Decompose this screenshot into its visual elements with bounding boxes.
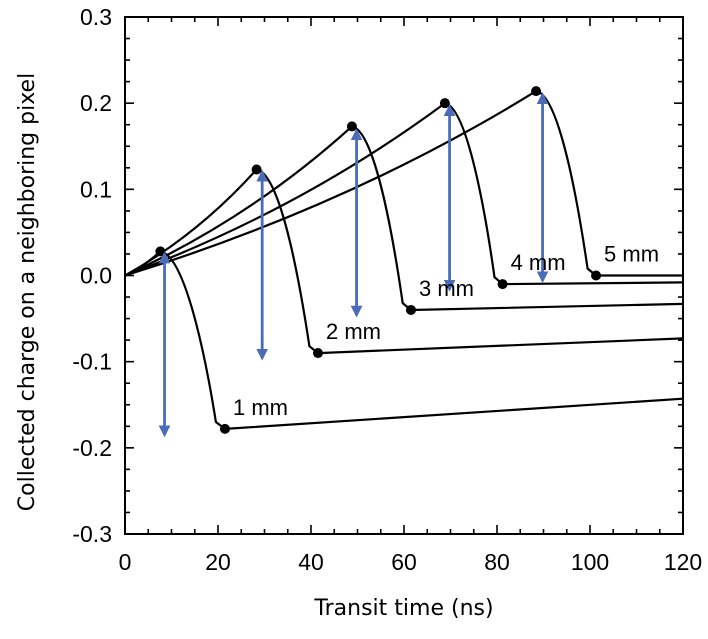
- series-curve: [124, 168, 684, 355]
- trough-point: [219, 423, 230, 434]
- x-tick-labels: 0 20 40 60 80 100 120: [119, 549, 703, 575]
- series-label: 4 mm: [511, 250, 566, 275]
- x-tick-label: 120: [664, 549, 702, 575]
- trough-point: [591, 270, 602, 281]
- axis-ticks: [124, 16, 684, 535]
- trough-point: [405, 304, 416, 315]
- series-curve: [124, 90, 683, 277]
- series-curves: [124, 90, 684, 430]
- y-tick-label: -0.2: [72, 435, 112, 461]
- x-tick-label: 60: [391, 549, 417, 575]
- series-label: 3 mm: [419, 276, 474, 301]
- x-tick-label: 100: [571, 549, 609, 575]
- x-tick-label: 80: [484, 549, 510, 575]
- x-tick-label: 40: [298, 549, 324, 575]
- y-axis-title: Collected charge on a neighboring pixel: [15, 73, 40, 511]
- series-labels: 1 mm 2 mm 3 mm 4 mm 5 mm: [233, 242, 659, 420]
- x-axis-title: Transit time (ns): [313, 596, 493, 621]
- trough-point: [497, 279, 508, 290]
- y-tick-labels: 0.3 0.2 0.1 0.0 -0.1 -0.2 -0.3: [72, 4, 112, 547]
- x-tick-label: 20: [205, 549, 231, 575]
- series-curve: [124, 102, 684, 286]
- series-arrows: [158, 92, 549, 438]
- y-tick-label: 0.3: [80, 4, 112, 30]
- y-tick-label: 0.0: [80, 263, 112, 289]
- series-label: 2 mm: [326, 319, 381, 344]
- y-tick-label: -0.1: [72, 349, 112, 375]
- peak-point: [251, 164, 262, 175]
- y-tick-label: -0.3: [72, 521, 112, 547]
- trough-point: [312, 348, 323, 359]
- y-tick-label: 0.1: [80, 176, 112, 202]
- peak-point: [531, 86, 542, 97]
- series-label: 1 mm: [233, 395, 288, 420]
- x-tick-label: 0: [119, 549, 132, 575]
- y-tick-label: 0.2: [80, 90, 112, 116]
- peak-point: [346, 121, 357, 132]
- series-label: 5 mm: [604, 242, 659, 267]
